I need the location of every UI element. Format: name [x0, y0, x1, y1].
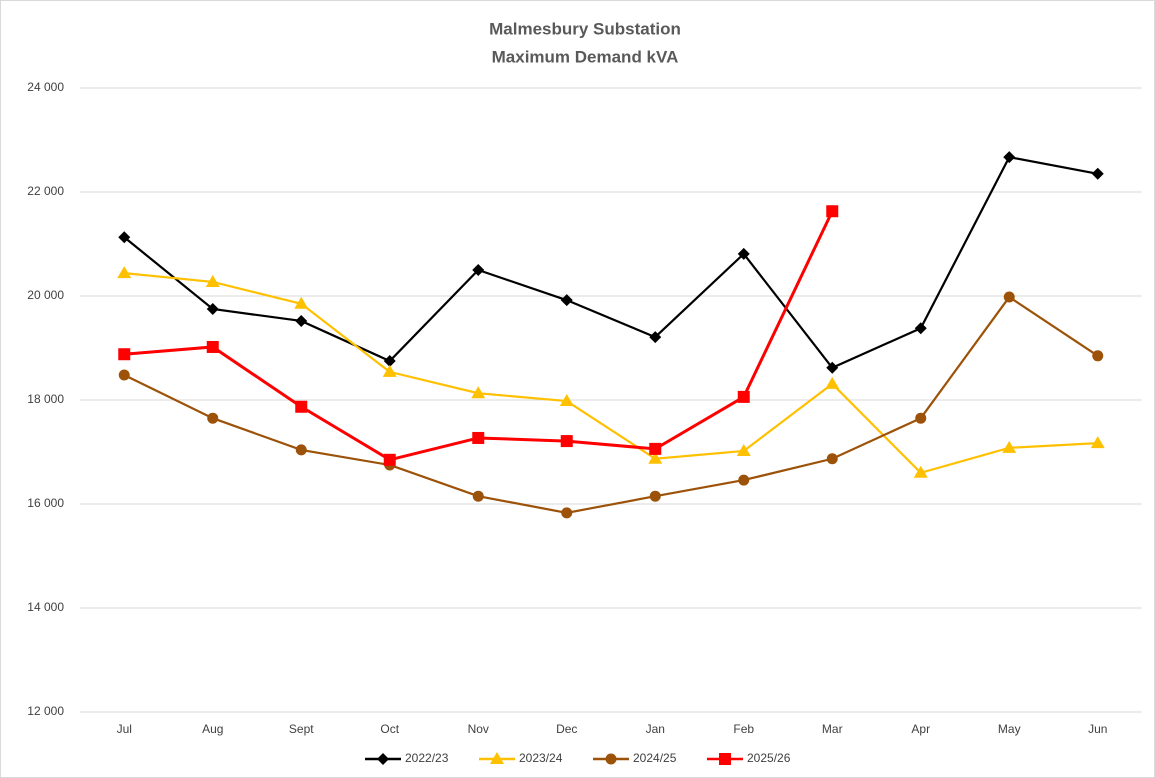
x-tick-label: Dec [556, 722, 577, 736]
y-tick-label: 16 000 [27, 496, 64, 510]
x-tick-label: Jun [1088, 722, 1107, 736]
x-tick-label: Jan [646, 722, 665, 736]
data-point [295, 400, 308, 413]
y-tick-label: 14 000 [27, 600, 64, 614]
x-tick-label: Sept [289, 722, 314, 736]
legend-label: 2024/25 [633, 751, 677, 765]
data-point [206, 340, 219, 353]
data-point [118, 231, 131, 244]
x-tick-label: Nov [468, 722, 489, 736]
data-point [472, 490, 484, 502]
data-point [1002, 440, 1017, 453]
data-point [560, 294, 573, 307]
x-tick-label: Mar [822, 722, 843, 736]
legend-label: 2023/24 [519, 751, 563, 765]
data-point [1091, 167, 1104, 180]
data-point [472, 264, 485, 276]
data-point [738, 474, 750, 486]
data-point [826, 361, 839, 374]
y-tick-label: 20 000 [27, 288, 64, 302]
series-line [123, 155, 1098, 370]
data-point [1092, 350, 1104, 362]
data-point [914, 322, 927, 335]
x-tick-label: Jul [117, 722, 132, 736]
data-point [736, 443, 751, 456]
data-point [1090, 436, 1105, 449]
x-tick-label: May [998, 722, 1021, 736]
series-line [124, 272, 1098, 475]
data-point [471, 386, 486, 399]
legend-marker [605, 753, 617, 765]
data-point [648, 451, 663, 464]
y-tick-label: 18 000 [27, 392, 64, 406]
data-point [649, 442, 662, 455]
data-point [737, 390, 750, 403]
y-tick-label: 12 000 [27, 704, 64, 718]
data-point [826, 205, 839, 218]
legend-marker [719, 753, 731, 765]
x-tick-label: Oct [380, 722, 399, 736]
data-point [560, 435, 573, 448]
data-point [294, 296, 309, 309]
data-point [118, 348, 131, 361]
data-point [649, 490, 661, 502]
data-point [295, 314, 308, 327]
data-point [913, 465, 928, 478]
data-point [825, 376, 840, 389]
data-point [559, 394, 574, 407]
data-point [206, 303, 219, 315]
data-point [472, 431, 485, 444]
data-point [826, 453, 838, 465]
y-tick-label: 22 000 [27, 184, 64, 198]
y-tick-label: 24 000 [27, 80, 64, 94]
data-point [383, 355, 396, 367]
data-point [1003, 291, 1015, 303]
data-point [649, 331, 662, 344]
data-point [737, 247, 750, 260]
series-line [123, 295, 1099, 514]
legend-label: 2025/26 [747, 751, 791, 765]
data-point [561, 507, 573, 519]
data-point [915, 412, 927, 424]
data-point [118, 369, 130, 381]
x-tick-label: Feb [733, 722, 754, 736]
chart-title: Malmesbury Substation [489, 19, 681, 38]
data-point [207, 412, 219, 424]
data-point [205, 274, 220, 287]
x-tick-label: Apr [911, 722, 930, 736]
data-point [295, 444, 307, 456]
data-point [117, 266, 132, 279]
chart-subtitle: Maximum Demand kVA [492, 47, 679, 66]
legend-label: 2022/23 [405, 751, 449, 765]
data-point [1003, 151, 1016, 164]
legend-marker [377, 753, 389, 765]
legend-marker [490, 752, 504, 764]
x-tick-label: Aug [202, 722, 223, 736]
data-point [382, 364, 397, 377]
data-point [383, 453, 396, 466]
